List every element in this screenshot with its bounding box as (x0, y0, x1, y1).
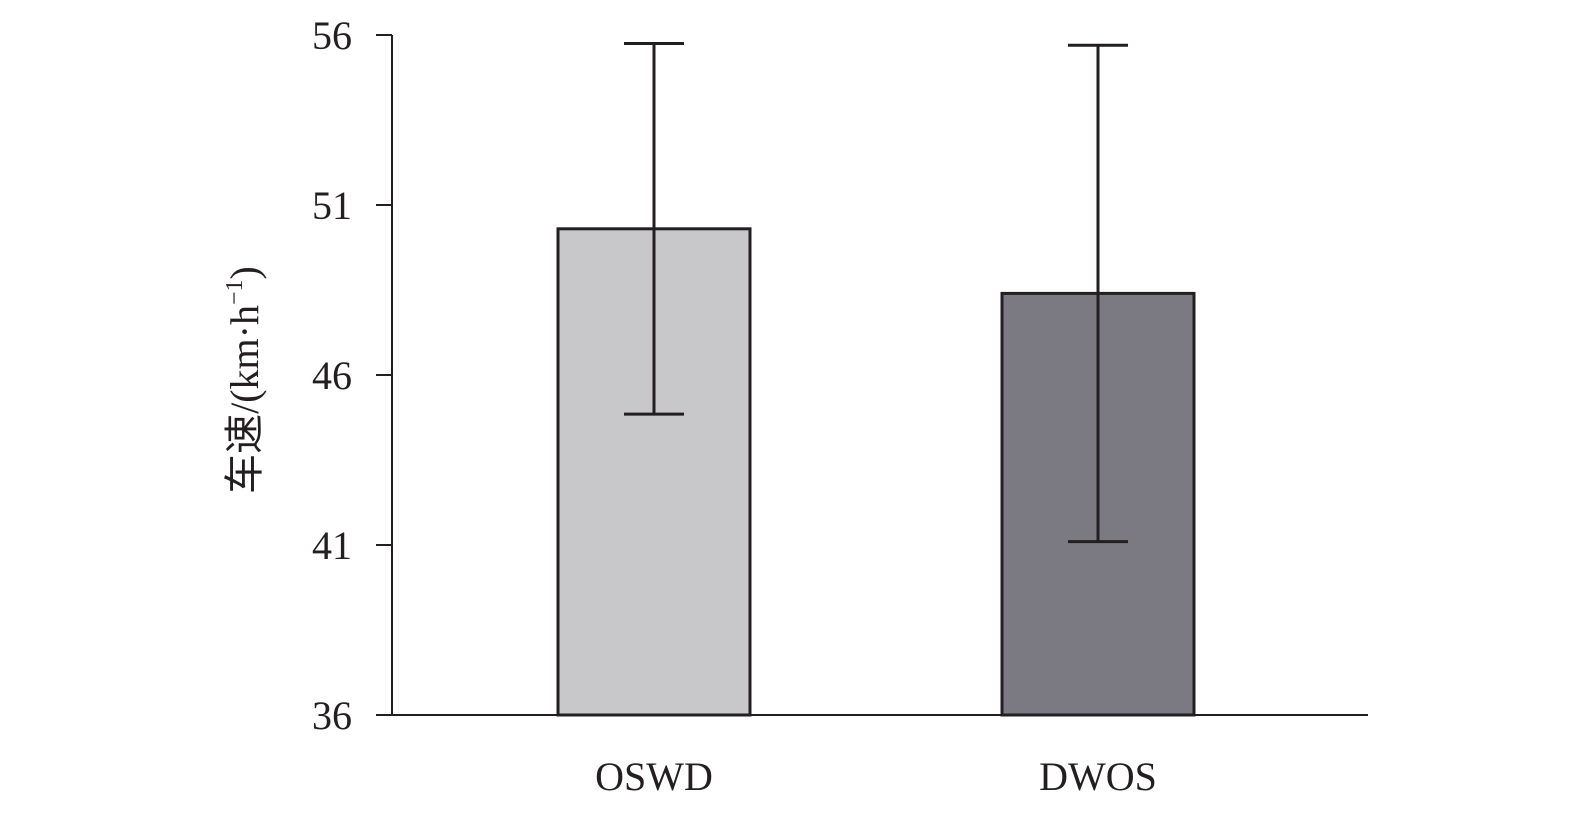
x-tick-label: DWOS (1039, 754, 1157, 799)
y-tick-label: 51 (312, 183, 352, 228)
y-tick-label: 41 (312, 523, 352, 568)
y-tick-label: 46 (312, 353, 352, 398)
y-tick-label: 56 (312, 13, 352, 58)
x-tick-label: OSWD (595, 754, 713, 799)
y-tick-label: 36 (312, 693, 352, 738)
y-axis-label: 车速/(km·h−1) (222, 266, 267, 494)
